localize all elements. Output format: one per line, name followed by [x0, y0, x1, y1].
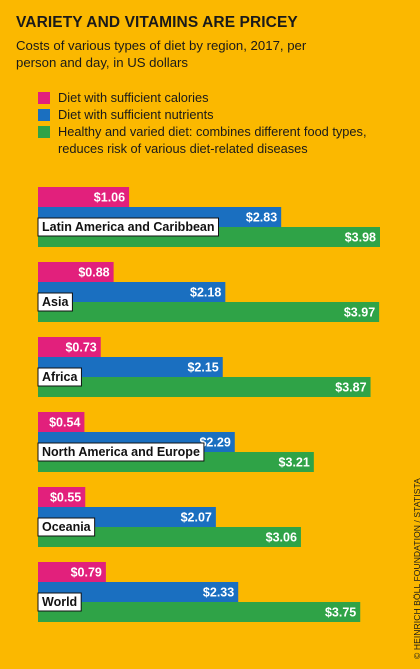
- bar-africa-series-1: [38, 357, 223, 377]
- category-label-box-africa: [37, 367, 82, 387]
- bar-africa-series-2: [38, 377, 371, 397]
- data-label-africa-series-1: $2.15: [187, 361, 218, 375]
- data-label-africa-series-0: $0.73: [65, 341, 96, 355]
- data-label-asia-series-0: $0.88: [78, 266, 109, 280]
- data-label-world-series-0: $0.79: [71, 566, 102, 580]
- category-label-africa: Africa: [42, 370, 78, 384]
- data-label-oceania-series-2: $3.06: [266, 531, 297, 545]
- bar-world-series-1: [38, 582, 239, 602]
- bar-latin-america-and-caribbean-series-0: [38, 187, 130, 207]
- legend: Diet with sufficient calories Diet with …: [38, 89, 378, 157]
- legend-swatch-calories: [38, 92, 50, 104]
- data-label-north-america-and-europe-series-2: $3.21: [279, 456, 310, 470]
- bar-oceania-series-0: [38, 487, 86, 507]
- legend-item-calories: Diet with sufficient calories: [38, 89, 378, 106]
- chart-subtitle: Costs of various types of diet by region…: [16, 38, 307, 70]
- category-label-oceania: Oceania: [42, 520, 92, 534]
- data-label-oceania-series-1: $2.07: [181, 511, 212, 525]
- legend-item-healthy: Healthy and varied diet: combines differ…: [38, 123, 378, 157]
- data-label-latin-america-and-caribbean-series-1: $2.83: [246, 211, 277, 225]
- legend-label-healthy: Healthy and varied diet: combines differ…: [58, 124, 367, 156]
- data-label-oceania-series-0: $0.55: [50, 491, 81, 505]
- category-label-box-north-america-and-europe: [37, 442, 205, 462]
- category-label-box-asia: [37, 292, 73, 312]
- category-label-latin-america-and-caribbean: Latin America and Caribbean: [42, 220, 215, 234]
- bar-world-series-0: [38, 562, 106, 582]
- data-label-asia-series-2: $3.97: [344, 306, 375, 320]
- bar-north-america-and-europe-series-0: [38, 412, 85, 432]
- source-credit: © HEINRICH BÖLL FOUNDATION / STATISTA: [412, 478, 420, 659]
- bar-asia-series-1: [38, 282, 226, 302]
- legend-label-nutrients: Diet with sufficient nutrients: [58, 107, 214, 122]
- category-label-asia: Asia: [42, 295, 69, 309]
- legend-item-nutrients: Diet with sufficient nutrients: [38, 106, 378, 123]
- data-label-north-america-and-europe-series-0: $0.54: [49, 416, 80, 430]
- data-label-latin-america-and-caribbean-series-2: $3.98: [345, 231, 376, 245]
- legend-swatch-nutrients: [38, 109, 50, 121]
- category-label-box-latin-america-and-caribbean: [37, 217, 219, 237]
- category-label-world: World: [42, 595, 77, 609]
- data-label-latin-america-and-caribbean-series-0: $1.06: [94, 191, 125, 205]
- data-label-world-series-2: $3.75: [325, 606, 356, 620]
- legend-swatch-healthy: [38, 126, 50, 138]
- bar-world-series-2: [38, 602, 361, 622]
- bar-asia-series-0: [38, 262, 114, 282]
- data-label-north-america-and-europe-series-1: $2.29: [199, 436, 230, 450]
- chart-title: VARIETY AND VITAMINS ARE PRICEY: [16, 14, 298, 31]
- category-label-box-world: [37, 592, 82, 612]
- bar-africa-series-0: [38, 337, 101, 357]
- bar-asia-series-2: [38, 302, 380, 322]
- data-label-asia-series-1: $2.18: [190, 286, 221, 300]
- data-label-africa-series-2: $3.87: [335, 381, 366, 395]
- legend-label-calories: Diet with sufficient calories: [58, 90, 209, 105]
- category-label-box-oceania: [37, 517, 96, 537]
- category-label-north-america-and-europe: North America and Europe: [42, 445, 200, 459]
- data-label-world-series-1: $2.33: [203, 586, 234, 600]
- bar-oceania-series-2: [38, 527, 301, 547]
